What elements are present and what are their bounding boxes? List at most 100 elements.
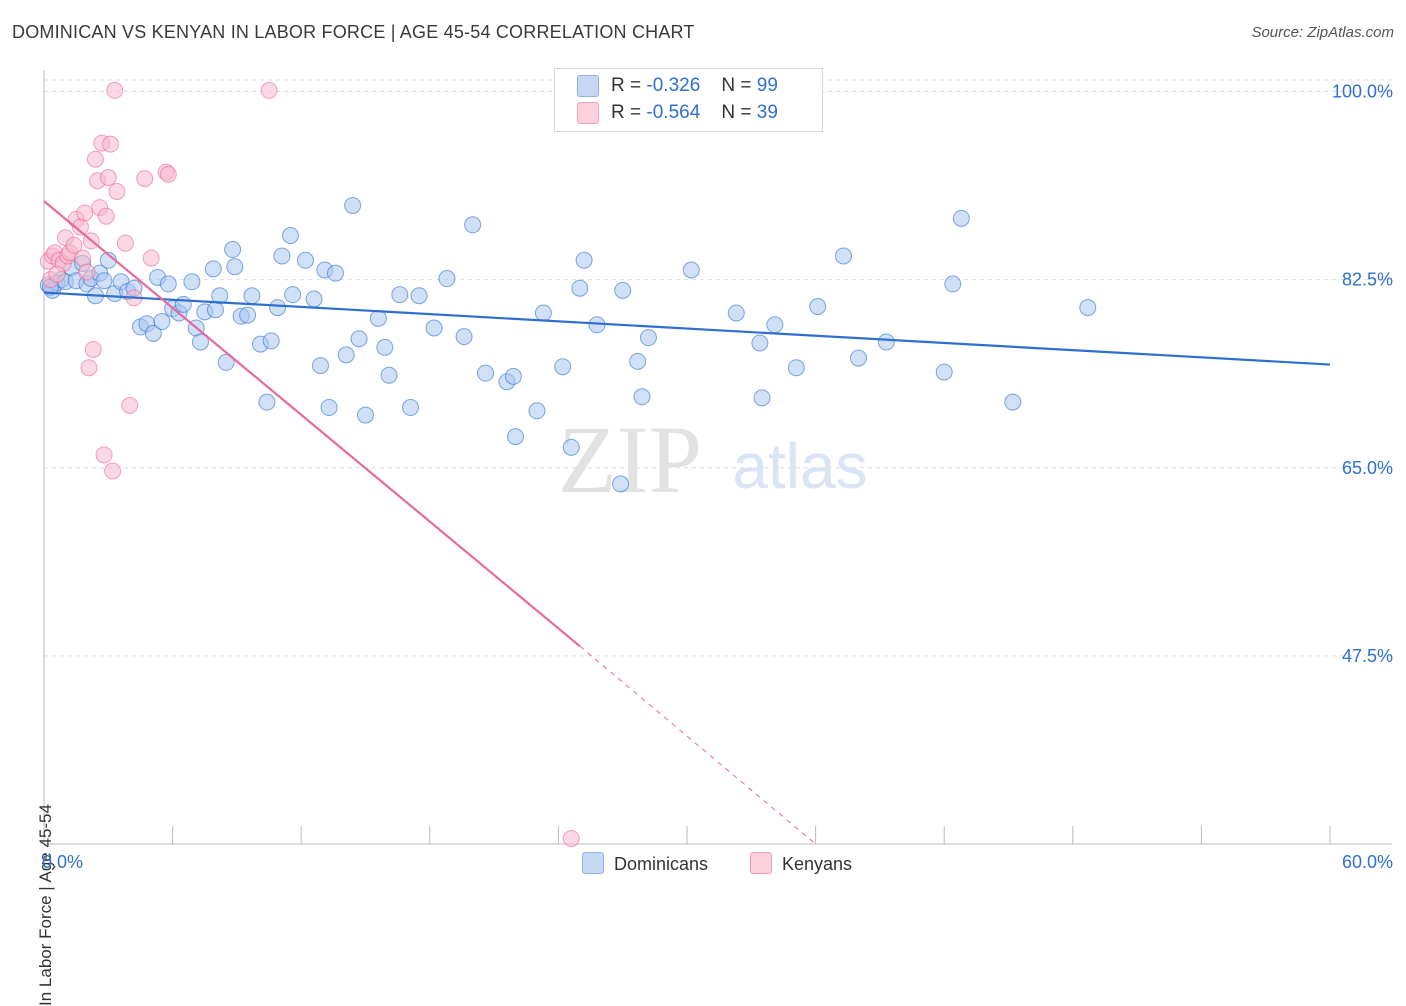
point-dominicans bbox=[402, 399, 420, 417]
point-dominicans bbox=[612, 475, 630, 493]
point-dominicans bbox=[534, 304, 552, 322]
point-kenyans bbox=[95, 446, 113, 464]
point-dominicans bbox=[575, 251, 593, 269]
trendline-dominicans bbox=[43, 291, 1331, 366]
point-kenyans bbox=[48, 265, 66, 283]
bottom-legend-kenyans: Kenyans bbox=[750, 852, 852, 875]
point-kenyans bbox=[142, 249, 160, 267]
point-kenyans bbox=[159, 165, 177, 183]
point-dominicans bbox=[787, 359, 805, 377]
point-kenyans bbox=[97, 207, 115, 225]
point-dominicans bbox=[528, 402, 546, 420]
point-dominicans bbox=[183, 273, 201, 291]
point-dominicans bbox=[269, 299, 287, 317]
legend-n-label: N = bbox=[721, 102, 752, 124]
watermark-zip: ZIP bbox=[558, 406, 702, 513]
point-kenyans bbox=[108, 182, 126, 200]
y-tick-label: 65.0% bbox=[1342, 458, 1393, 478]
trend-layer bbox=[43, 200, 1331, 845]
point-dominicans bbox=[174, 295, 192, 313]
point-dominicans bbox=[326, 264, 344, 282]
bottom-legend-label: Dominicans bbox=[614, 854, 709, 874]
point-dominicans bbox=[455, 328, 473, 346]
y-tick-labels: 47.5% 65.0% 82.5% 100.0% bbox=[1332, 82, 1393, 666]
watermark-atlas: atlas bbox=[732, 430, 867, 502]
bottom-legend-swatch-kenyans bbox=[750, 852, 772, 874]
legend-swatch-kenyans bbox=[577, 102, 599, 124]
points-layer bbox=[39, 81, 1097, 848]
point-dominicans bbox=[320, 399, 338, 417]
point-dominicans bbox=[296, 251, 314, 269]
legend-row-kenyans: R = -0.564 N = 39 bbox=[577, 102, 778, 126]
point-dominicans bbox=[834, 247, 852, 265]
point-kenyans bbox=[99, 169, 117, 186]
point-dominicans bbox=[571, 279, 589, 297]
source-note: Source: ZipAtlas.com bbox=[1251, 24, 1394, 41]
point-dominicans bbox=[350, 330, 368, 348]
point-dominicans bbox=[95, 272, 113, 290]
legend-n-value: 39 bbox=[756, 102, 778, 124]
point-dominicans bbox=[751, 334, 769, 352]
point-kenyans bbox=[121, 396, 139, 414]
point-dominicans bbox=[159, 275, 177, 293]
point-dominicans bbox=[438, 270, 456, 288]
point-dominicans bbox=[344, 196, 362, 214]
legend-n-label: N = bbox=[721, 75, 752, 97]
point-kenyans bbox=[104, 462, 122, 480]
legend-r-label: R = bbox=[611, 75, 642, 97]
point-kenyans bbox=[65, 236, 83, 254]
point-dominicans bbox=[477, 364, 495, 382]
point-dominicans bbox=[1004, 393, 1022, 411]
point-dominicans bbox=[952, 209, 970, 227]
trendline-kenyans-extension bbox=[579, 645, 816, 845]
point-kenyans bbox=[84, 341, 102, 358]
point-dominicans bbox=[562, 438, 580, 456]
watermark: ZIP atlas bbox=[558, 406, 868, 513]
point-kenyans bbox=[78, 263, 96, 281]
point-kenyans bbox=[76, 204, 94, 222]
point-dominicans bbox=[464, 216, 482, 234]
point-dominicans bbox=[284, 286, 302, 304]
point-kenyans bbox=[562, 830, 580, 848]
y-axis-label: In Labor Force | Age 45-54 bbox=[36, 804, 55, 1006]
y-tick-label: 47.5% bbox=[1342, 646, 1393, 666]
point-kenyans bbox=[101, 135, 119, 153]
legend-swatch-dominicans bbox=[577, 75, 599, 97]
axis-layer bbox=[43, 70, 1392, 845]
point-dominicans bbox=[766, 316, 784, 334]
point-dominicans bbox=[191, 333, 209, 351]
point-dominicans bbox=[376, 338, 394, 356]
x-tick-label-min: 0.0% bbox=[42, 852, 84, 872]
point-dominicans bbox=[281, 227, 299, 245]
point-dominicans bbox=[224, 241, 242, 259]
point-dominicans bbox=[944, 275, 962, 293]
point-dominicans bbox=[239, 306, 257, 324]
point-dominicans bbox=[311, 357, 329, 375]
point-dominicans bbox=[682, 261, 700, 279]
point-dominicans bbox=[337, 346, 355, 364]
trendline-kenyans bbox=[43, 200, 581, 648]
point-dominicans bbox=[629, 352, 647, 370]
point-dominicans bbox=[410, 287, 428, 305]
point-dominicans bbox=[753, 389, 771, 407]
point-dominicans bbox=[877, 333, 895, 351]
point-kenyans bbox=[116, 234, 134, 252]
point-kenyans bbox=[86, 150, 104, 168]
point-dominicans bbox=[633, 388, 651, 406]
bottom-legend-label: Kenyans bbox=[782, 854, 853, 874]
point-dominicans bbox=[369, 309, 387, 327]
point-dominicans bbox=[849, 349, 867, 367]
chart-title: DOMINICAN VS KENYAN IN LABOR FORCE | AGE… bbox=[12, 22, 695, 42]
point-dominicans bbox=[425, 319, 443, 337]
point-dominicans bbox=[504, 367, 522, 385]
point-dominicans bbox=[144, 324, 162, 342]
point-kenyans bbox=[260, 81, 278, 99]
point-dominicans bbox=[391, 286, 409, 304]
point-kenyans bbox=[136, 170, 154, 188]
bottom-legend-dominicans: Dominicans bbox=[582, 852, 708, 875]
point-dominicans bbox=[639, 329, 657, 347]
point-dominicans bbox=[226, 258, 244, 276]
point-dominicans bbox=[273, 247, 291, 265]
scatter-chart: ZIP atlas 47.5% 65.0% 82.5% 100.0% bbox=[39, 70, 1393, 848]
point-dominicans bbox=[507, 428, 525, 446]
